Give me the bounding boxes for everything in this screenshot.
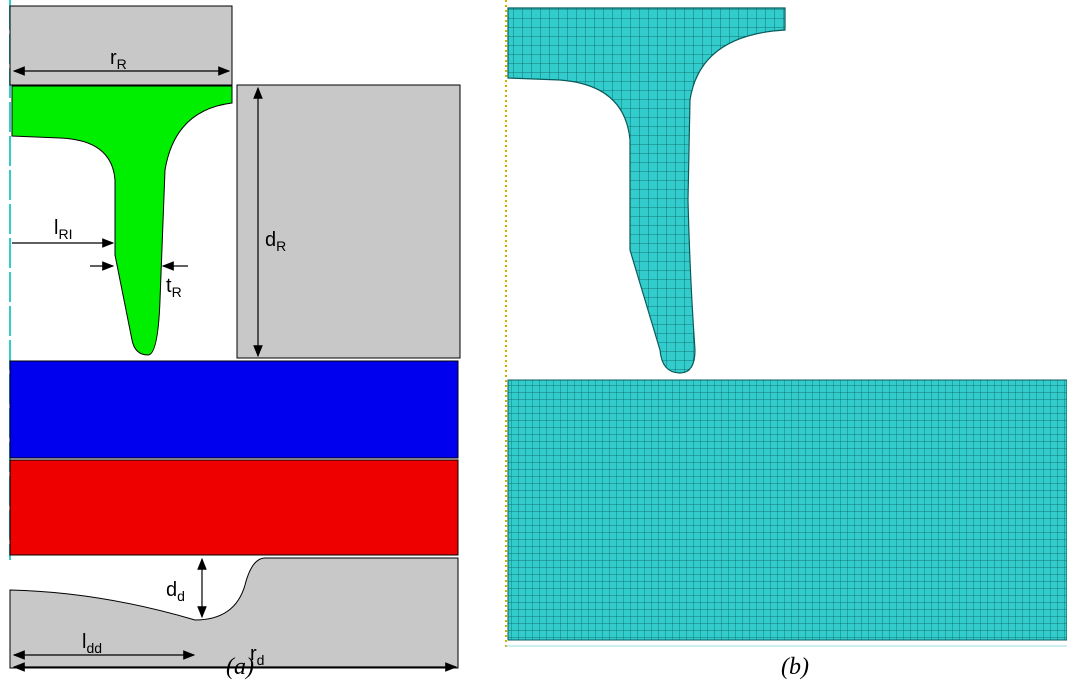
caption: (a) (226, 654, 254, 680)
caption: (b) (781, 654, 809, 680)
right-rect (237, 85, 460, 358)
dim-label: tR (166, 275, 182, 300)
red-layer (10, 460, 458, 555)
dim-label: lRI (54, 217, 72, 242)
figure: rR lRI tR dR dd ldd rd (a) (b) (0, 0, 1067, 684)
mesh-sheet (508, 380, 1067, 640)
panel-b: (b) (506, 0, 1067, 680)
panel-a: rR lRI tR dR dd ldd rd (a) (10, 0, 460, 680)
green-part (12, 86, 232, 355)
dim-label: dd (166, 579, 185, 604)
die (10, 558, 458, 668)
top-rect (10, 6, 232, 85)
blue-layer (10, 361, 458, 458)
mesh-punch (508, 8, 785, 373)
